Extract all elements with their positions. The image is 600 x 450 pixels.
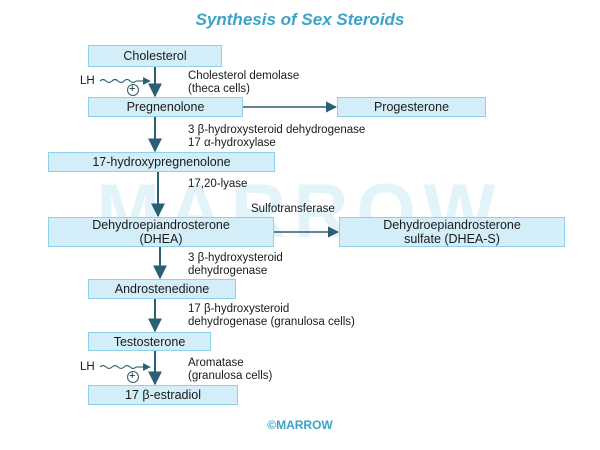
enzyme-aromatase: Aromatase (granulosa cells) (188, 357, 272, 383)
node-androstenedione-label: Androstenedione (114, 282, 210, 296)
copyright-text: ©MARROW (267, 418, 333, 432)
node-testosterone: Testosterone (88, 332, 211, 351)
lh-label-bottom: LH (80, 361, 95, 373)
enzyme-demolase-line1: Cholesterol demolase (188, 70, 300, 82)
node-dhea-line1: Dehydroepiandrosterone (92, 218, 230, 232)
node-17-beta-estradiol-label: 17 β-estradiol (125, 388, 201, 402)
plus-circle-top (127, 84, 139, 96)
node-pregnenolone: Pregnenolone (88, 97, 243, 117)
enzyme-17b-hsd: 17 β-hydroxysteroid dehydrogenase (granu… (188, 303, 355, 329)
node-dhea: Dehydroepiandrosterone (DHEA) (48, 217, 274, 247)
plus-circle-bottom (127, 371, 139, 383)
node-pregnenolone-label: Pregnenolone (126, 100, 205, 114)
enzyme-aromatase-line1: Aromatase (188, 357, 244, 369)
enzyme-3b-hsd-and-17a-hydroxylase: 3 β-hydroxysteroid dehydrogenase 17 α-hy… (188, 124, 365, 150)
node-dhea-line2: (DHEA) (139, 232, 183, 246)
enzyme-17a-hydroxylase: 17 α-hydroxylase (188, 137, 276, 149)
enzyme-17b-hsd-line2: dehydrogenase (granulosa cells) (188, 316, 355, 328)
node-testosterone-label: Testosterone (113, 334, 186, 349)
node-17-hydroxypregnenolone: 17-hydroxypregnenolone (48, 152, 275, 172)
lh-squiggle-top (99, 78, 137, 84)
diagram-title: Synthesis of Sex Steroids (195, 10, 405, 29)
plus-sign-top: + (129, 83, 136, 95)
enzyme-3b-hsd-second: 3 β-hydroxysteroid dehydrogenase (188, 252, 283, 278)
node-androstenedione: Androstenedione (88, 279, 236, 299)
node-17-hydroxypregnenolone-label: 17-hydroxypregnenolone (92, 155, 231, 169)
node-progesterone: Progesterone (337, 97, 486, 117)
lh-label-top: LH (80, 75, 95, 87)
node-17-beta-estradiol: 17 β-estradiol (88, 385, 238, 405)
node-cholesterol: Cholesterol (88, 45, 222, 67)
enzyme-demolase: Cholesterol demolase (theca cells) (188, 70, 299, 96)
enzyme-aromatase-line2: (granulosa cells) (188, 370, 273, 382)
enzyme-3b-hsd: 3 β-hydroxysteroid dehydrogenase (188, 124, 366, 136)
lh-squiggle-bottom (99, 364, 137, 370)
enzyme-17-20-lyase: 17,20-lyase (188, 178, 248, 190)
enzyme-sulfotransferase: Sulfotransferase (251, 203, 335, 215)
enzyme-3b-hsd-second-line1: 3 β-hydroxysteroid (188, 252, 283, 264)
node-cholesterol-label: Cholesterol (123, 49, 187, 63)
plus-sign-bottom: + (129, 370, 136, 382)
node-progesterone-label: Progesterone (373, 100, 450, 114)
node-dhea-s: Dehydroepiandrosterone sulfate (DHEA-S) (339, 217, 565, 247)
enzyme-demolase-line2: (theca cells) (188, 83, 250, 95)
enzyme-17b-hsd-line1: 17 β-hydroxysteroid (188, 303, 290, 315)
node-dhea-s-line1: Dehydroepiandrosterone (383, 218, 521, 232)
enzyme-3b-hsd-second-line2: dehydrogenase (188, 265, 268, 277)
node-dhea-s-line2: sulfate (DHEA-S) (404, 232, 500, 246)
